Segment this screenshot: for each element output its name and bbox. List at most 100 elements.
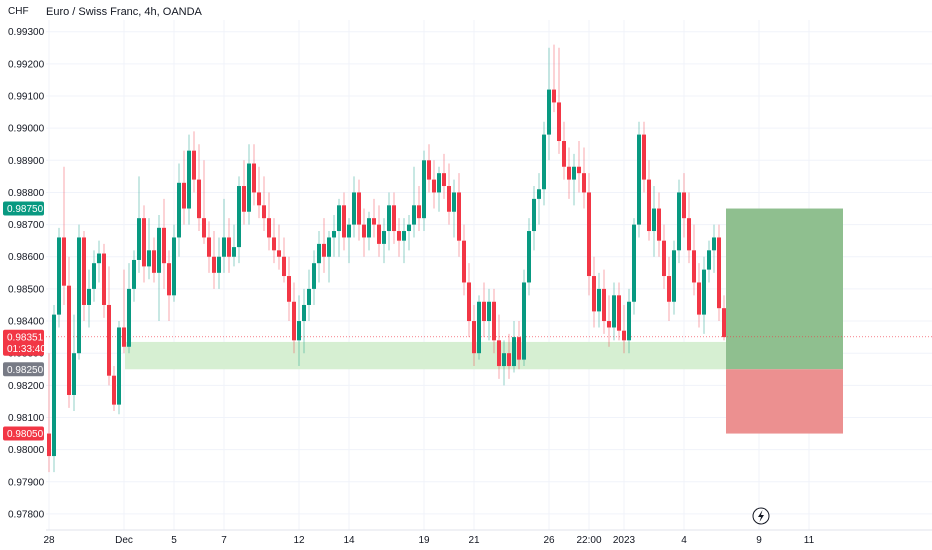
candle-body <box>282 256 286 277</box>
candle <box>72 314 76 412</box>
candle <box>102 243 106 318</box>
candle <box>307 269 311 322</box>
candle-body <box>142 218 146 267</box>
candle <box>47 353 51 473</box>
candle <box>472 304 476 367</box>
candle-body <box>177 182 181 238</box>
candle <box>512 321 516 373</box>
candle <box>167 250 171 322</box>
lightning-icon[interactable] <box>752 507 770 525</box>
candle <box>437 166 441 212</box>
candle <box>147 218 151 280</box>
candle-body <box>207 237 211 257</box>
candle <box>592 256 596 328</box>
y-tick-label: 0.99100 <box>8 92 45 103</box>
candle <box>582 147 586 209</box>
candle <box>122 269 126 354</box>
candle <box>127 263 131 354</box>
candle-body <box>297 321 301 341</box>
candle <box>377 205 381 257</box>
candle-body <box>367 218 371 238</box>
candle <box>682 173 686 238</box>
y-tick-label: 0.99000 <box>8 124 45 135</box>
candle <box>87 269 91 328</box>
candle-body <box>157 227 161 273</box>
candle-body <box>47 433 51 457</box>
candle-body <box>682 192 686 219</box>
candle-body <box>352 192 356 225</box>
candle-body <box>292 301 296 341</box>
candle <box>322 218 326 273</box>
x-tick-label: 14 <box>343 535 355 546</box>
candle-body <box>717 237 721 309</box>
candle-body <box>322 243 326 257</box>
candle-body <box>437 173 441 193</box>
candle <box>317 231 321 283</box>
candle-body <box>412 205 416 225</box>
candle-body <box>77 237 81 354</box>
candle-body <box>62 237 66 286</box>
candle <box>237 176 241 264</box>
candle <box>292 282 296 354</box>
x-tick-label: 19 <box>418 535 430 546</box>
candle-body <box>252 163 256 193</box>
candle <box>412 166 416 238</box>
candle-body <box>667 276 671 302</box>
x-tick-label: 5 <box>171 535 177 546</box>
candle <box>357 179 361 241</box>
candle <box>492 288 496 354</box>
candle <box>712 224 716 273</box>
candle <box>722 295 726 341</box>
candle <box>67 256 71 408</box>
candle <box>272 218 276 264</box>
candle <box>112 366 116 412</box>
candle <box>692 224 696 296</box>
candle-body <box>272 237 276 251</box>
candle <box>117 321 121 415</box>
candle-body <box>537 189 541 199</box>
loss-zone <box>726 369 843 434</box>
candle-body <box>192 150 196 180</box>
y-tick-label: 0.98500 <box>8 284 45 295</box>
candle <box>642 121 646 193</box>
candle-body <box>72 353 76 395</box>
candle-body <box>397 231 401 241</box>
candle-body <box>347 224 351 238</box>
y-tick-label: 0.98900 <box>8 156 45 167</box>
x-tick-label: 7 <box>221 535 227 546</box>
candle <box>277 224 281 270</box>
candle <box>697 263 701 328</box>
candle <box>662 224 666 289</box>
candle-body <box>522 282 526 360</box>
profit-zone <box>726 208 843 370</box>
candle-body <box>57 237 61 315</box>
candle-body <box>647 179 651 232</box>
candle <box>627 288 631 354</box>
candle-body <box>697 282 701 315</box>
candle-body <box>722 308 726 338</box>
candle <box>97 240 101 283</box>
candle-body <box>477 301 481 354</box>
candle-body <box>707 250 711 270</box>
candle <box>517 321 521 370</box>
candle <box>477 295 481 360</box>
candle-body <box>582 173 586 193</box>
candle-body <box>517 337 521 360</box>
y-tick-label: 0.97900 <box>8 477 45 488</box>
candle-body <box>587 192 591 277</box>
y-tick-label: 0.99300 <box>8 27 45 38</box>
y-tick-label: 0.99200 <box>8 59 45 70</box>
candle <box>602 269 606 334</box>
candle <box>717 224 721 322</box>
candle <box>457 173 461 257</box>
candle-body <box>67 285 71 395</box>
candle <box>497 314 501 379</box>
candle <box>52 304 56 473</box>
candle <box>227 218 231 273</box>
candle <box>182 150 186 225</box>
candle-body <box>542 134 546 190</box>
target-price-badge: 0.98750 <box>3 201 44 216</box>
candle <box>172 224 176 302</box>
candle <box>157 214 161 322</box>
